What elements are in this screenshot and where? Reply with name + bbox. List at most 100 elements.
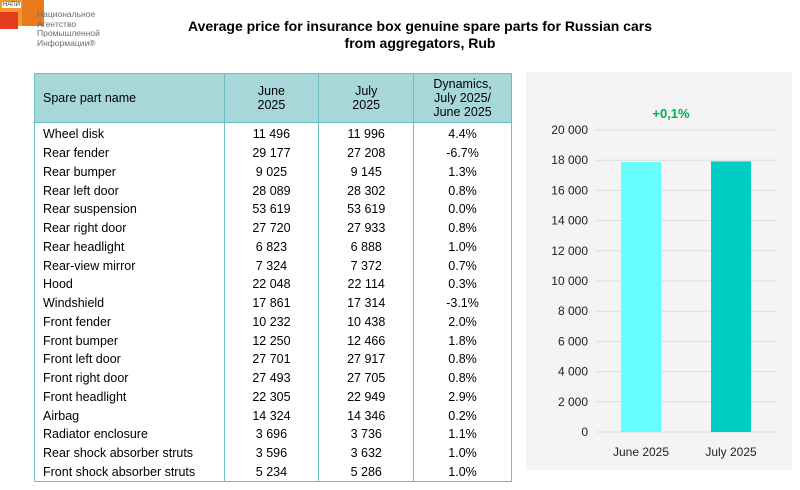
- june-price-cell: 6 823: [223, 237, 320, 257]
- june-price-cell: 10 232: [223, 312, 320, 332]
- y-tick-label: 16 000: [551, 183, 588, 197]
- part-name-cell: Airbag: [34, 406, 225, 425]
- dynamics-cell: 2.9%: [413, 387, 512, 407]
- dynamics-cell: 4.4%: [413, 122, 512, 144]
- header-july: July 2025: [318, 73, 415, 123]
- table-row: Airbag 14 324 14 346 0.2%: [34, 406, 512, 425]
- july-price-cell: 3 736: [318, 425, 415, 444]
- july-price-cell: 3 632: [318, 443, 415, 463]
- table-row: Front left door 27 701 27 917 0.8%: [34, 350, 512, 369]
- part-name-cell: Rear fender: [34, 143, 225, 163]
- table-row: Rear bumper 9 025 9 145 1.3%: [34, 162, 512, 182]
- july-price-cell: 9 145: [318, 162, 415, 182]
- june-price-cell: 14 324: [223, 406, 320, 425]
- bar-june: [621, 162, 661, 432]
- july-price-cell: 27 933: [318, 218, 415, 238]
- part-name-cell: Front bumper: [34, 331, 225, 350]
- x-tick-label: June 2025: [613, 445, 669, 459]
- june-price-cell: 3 596: [223, 443, 320, 463]
- june-price-cell: 28 089: [223, 181, 320, 200]
- y-tick-label: 2 000: [558, 395, 588, 409]
- y-tick-label: 12 000: [551, 244, 588, 258]
- table-row: Rear right door 27 720 27 933 0.8%: [34, 218, 512, 238]
- header-part-name: Spare part name: [34, 73, 225, 123]
- title-line-2: from aggregators, Rub: [344, 35, 496, 51]
- y-tick-label: 4 000: [558, 365, 588, 379]
- table-row: Front fender 10 232 10 438 2.0%: [34, 312, 512, 332]
- table-row: Radiator enclosure 3 696 3 736 1.1%: [34, 425, 512, 444]
- july-price-cell: 28 302: [318, 181, 415, 200]
- title-line-1: Average price for insurance box genuine …: [188, 18, 652, 34]
- part-name-cell: Rear bumper: [34, 162, 225, 182]
- logo-red-square: [0, 12, 18, 29]
- dynamics-cell: 0.0%: [413, 200, 512, 219]
- june-price-cell: 27 720: [223, 218, 320, 238]
- bar-july: [711, 161, 751, 432]
- y-tick-label: 14 000: [551, 214, 588, 228]
- june-price-cell: 27 701: [223, 350, 320, 369]
- part-name-cell: Front fender: [34, 312, 225, 332]
- part-name-cell: Front headlight: [34, 387, 225, 407]
- june-price-cell: 7 324: [223, 256, 320, 275]
- price-bar-chart: 0 2 000 4 000 6 000 8 000 10 000 12 000 14 000 1…: [526, 72, 792, 470]
- table-row: Wheel disk 11 496 11 996 4.4%: [34, 122, 512, 144]
- chart-svg: 0 2 000 4 000 6 000 8 000 10 000 12 000 14 000 1…: [551, 106, 776, 459]
- dynamics-cell: 0.8%: [413, 181, 512, 200]
- dynamics-cell: 1.0%: [413, 462, 512, 483]
- spare-parts-table: Spare part name June 2025 July 2025 Dynami…: [34, 73, 512, 483]
- dynamics-cell: 0.8%: [413, 350, 512, 369]
- y-tick-label: 10 000: [551, 274, 588, 288]
- july-price-cell: 27 705: [318, 368, 415, 388]
- july-price-cell: 5 286: [318, 462, 415, 483]
- july-price-cell: 7 372: [318, 256, 415, 275]
- part-name-cell: Rear left door: [34, 181, 225, 200]
- dynamics-cell: 0.3%: [413, 275, 512, 294]
- june-price-cell: 53 619: [223, 200, 320, 219]
- page-title: Average price for insurance box genuine …: [120, 18, 720, 52]
- july-price-cell: 10 438: [318, 312, 415, 332]
- table-row: Rear shock absorber struts 3 596 3 632 1.0%: [34, 443, 512, 463]
- june-price-cell: 22 305: [223, 387, 320, 407]
- table-header-row: Spare part name June 2025 July 2025 Dynami…: [34, 73, 512, 123]
- july-price-cell: 11 996: [318, 122, 415, 144]
- x-tick-label: July 2025: [705, 445, 757, 459]
- y-tick-label: 0: [581, 425, 588, 439]
- part-name-cell: Front shock absorber struts: [34, 462, 225, 483]
- table-row: Rear-view mirror 7 324 7 372 0.7%: [34, 256, 512, 275]
- table-body: Wheel disk 11 496 11 996 4.4% Rear fender 29 …: [34, 122, 512, 483]
- july-price-cell: 6 888: [318, 237, 415, 257]
- dynamics-cell: -6.7%: [413, 143, 512, 163]
- part-name-cell: Rear shock absorber struts: [34, 443, 225, 463]
- header-june: June 2025: [223, 73, 320, 123]
- june-price-cell: 9 025: [223, 162, 320, 182]
- y-tick-label: 20 000: [551, 123, 588, 137]
- table-row: Front headlight 22 305 22 949 2.9%: [34, 387, 512, 407]
- part-name-cell: Rear-view mirror: [34, 256, 225, 275]
- table-row: Rear left door 28 089 28 302 0.8%: [34, 181, 512, 200]
- y-tick-label: 8 000: [558, 304, 588, 318]
- header-dynamics: Dynamics, July 2025/June 2025: [413, 73, 512, 123]
- table-row: Front right door 27 493 27 705 0.8%: [34, 368, 512, 388]
- y-tick-label: 6 000: [558, 334, 588, 348]
- dynamics-cell: -3.1%: [413, 293, 512, 313]
- part-name-cell: Rear suspension: [34, 200, 225, 219]
- june-price-cell: 3 696: [223, 425, 320, 444]
- dynamics-cell: 1.0%: [413, 443, 512, 463]
- table-row: Front bumper 12 250 12 466 1.8%: [34, 331, 512, 350]
- table-row: Windshield 17 861 17 314 -3.1%: [34, 293, 512, 313]
- june-price-cell: 17 861: [223, 293, 320, 313]
- june-price-cell: 12 250: [223, 331, 320, 350]
- y-tick-label: 18 000: [551, 153, 588, 167]
- june-price-cell: 5 234: [223, 462, 320, 483]
- july-price-cell: 17 314: [318, 293, 415, 313]
- dynamics-cell: 1.1%: [413, 425, 512, 444]
- logo-badge: НАПИ: [2, 2, 21, 8]
- logo-org-name: Национальное Агентство Промышленной Инфо…: [37, 9, 100, 48]
- table-row: Hood 22 048 22 114 0.3%: [34, 275, 512, 294]
- dynamics-cell: 0.7%: [413, 256, 512, 275]
- dynamics-cell: 1.8%: [413, 331, 512, 350]
- logo-orange-square: [22, 0, 44, 26]
- dynamics-cell: 2.0%: [413, 312, 512, 332]
- part-name-cell: Rear right door: [34, 218, 225, 238]
- july-price-cell: 22 949: [318, 387, 415, 407]
